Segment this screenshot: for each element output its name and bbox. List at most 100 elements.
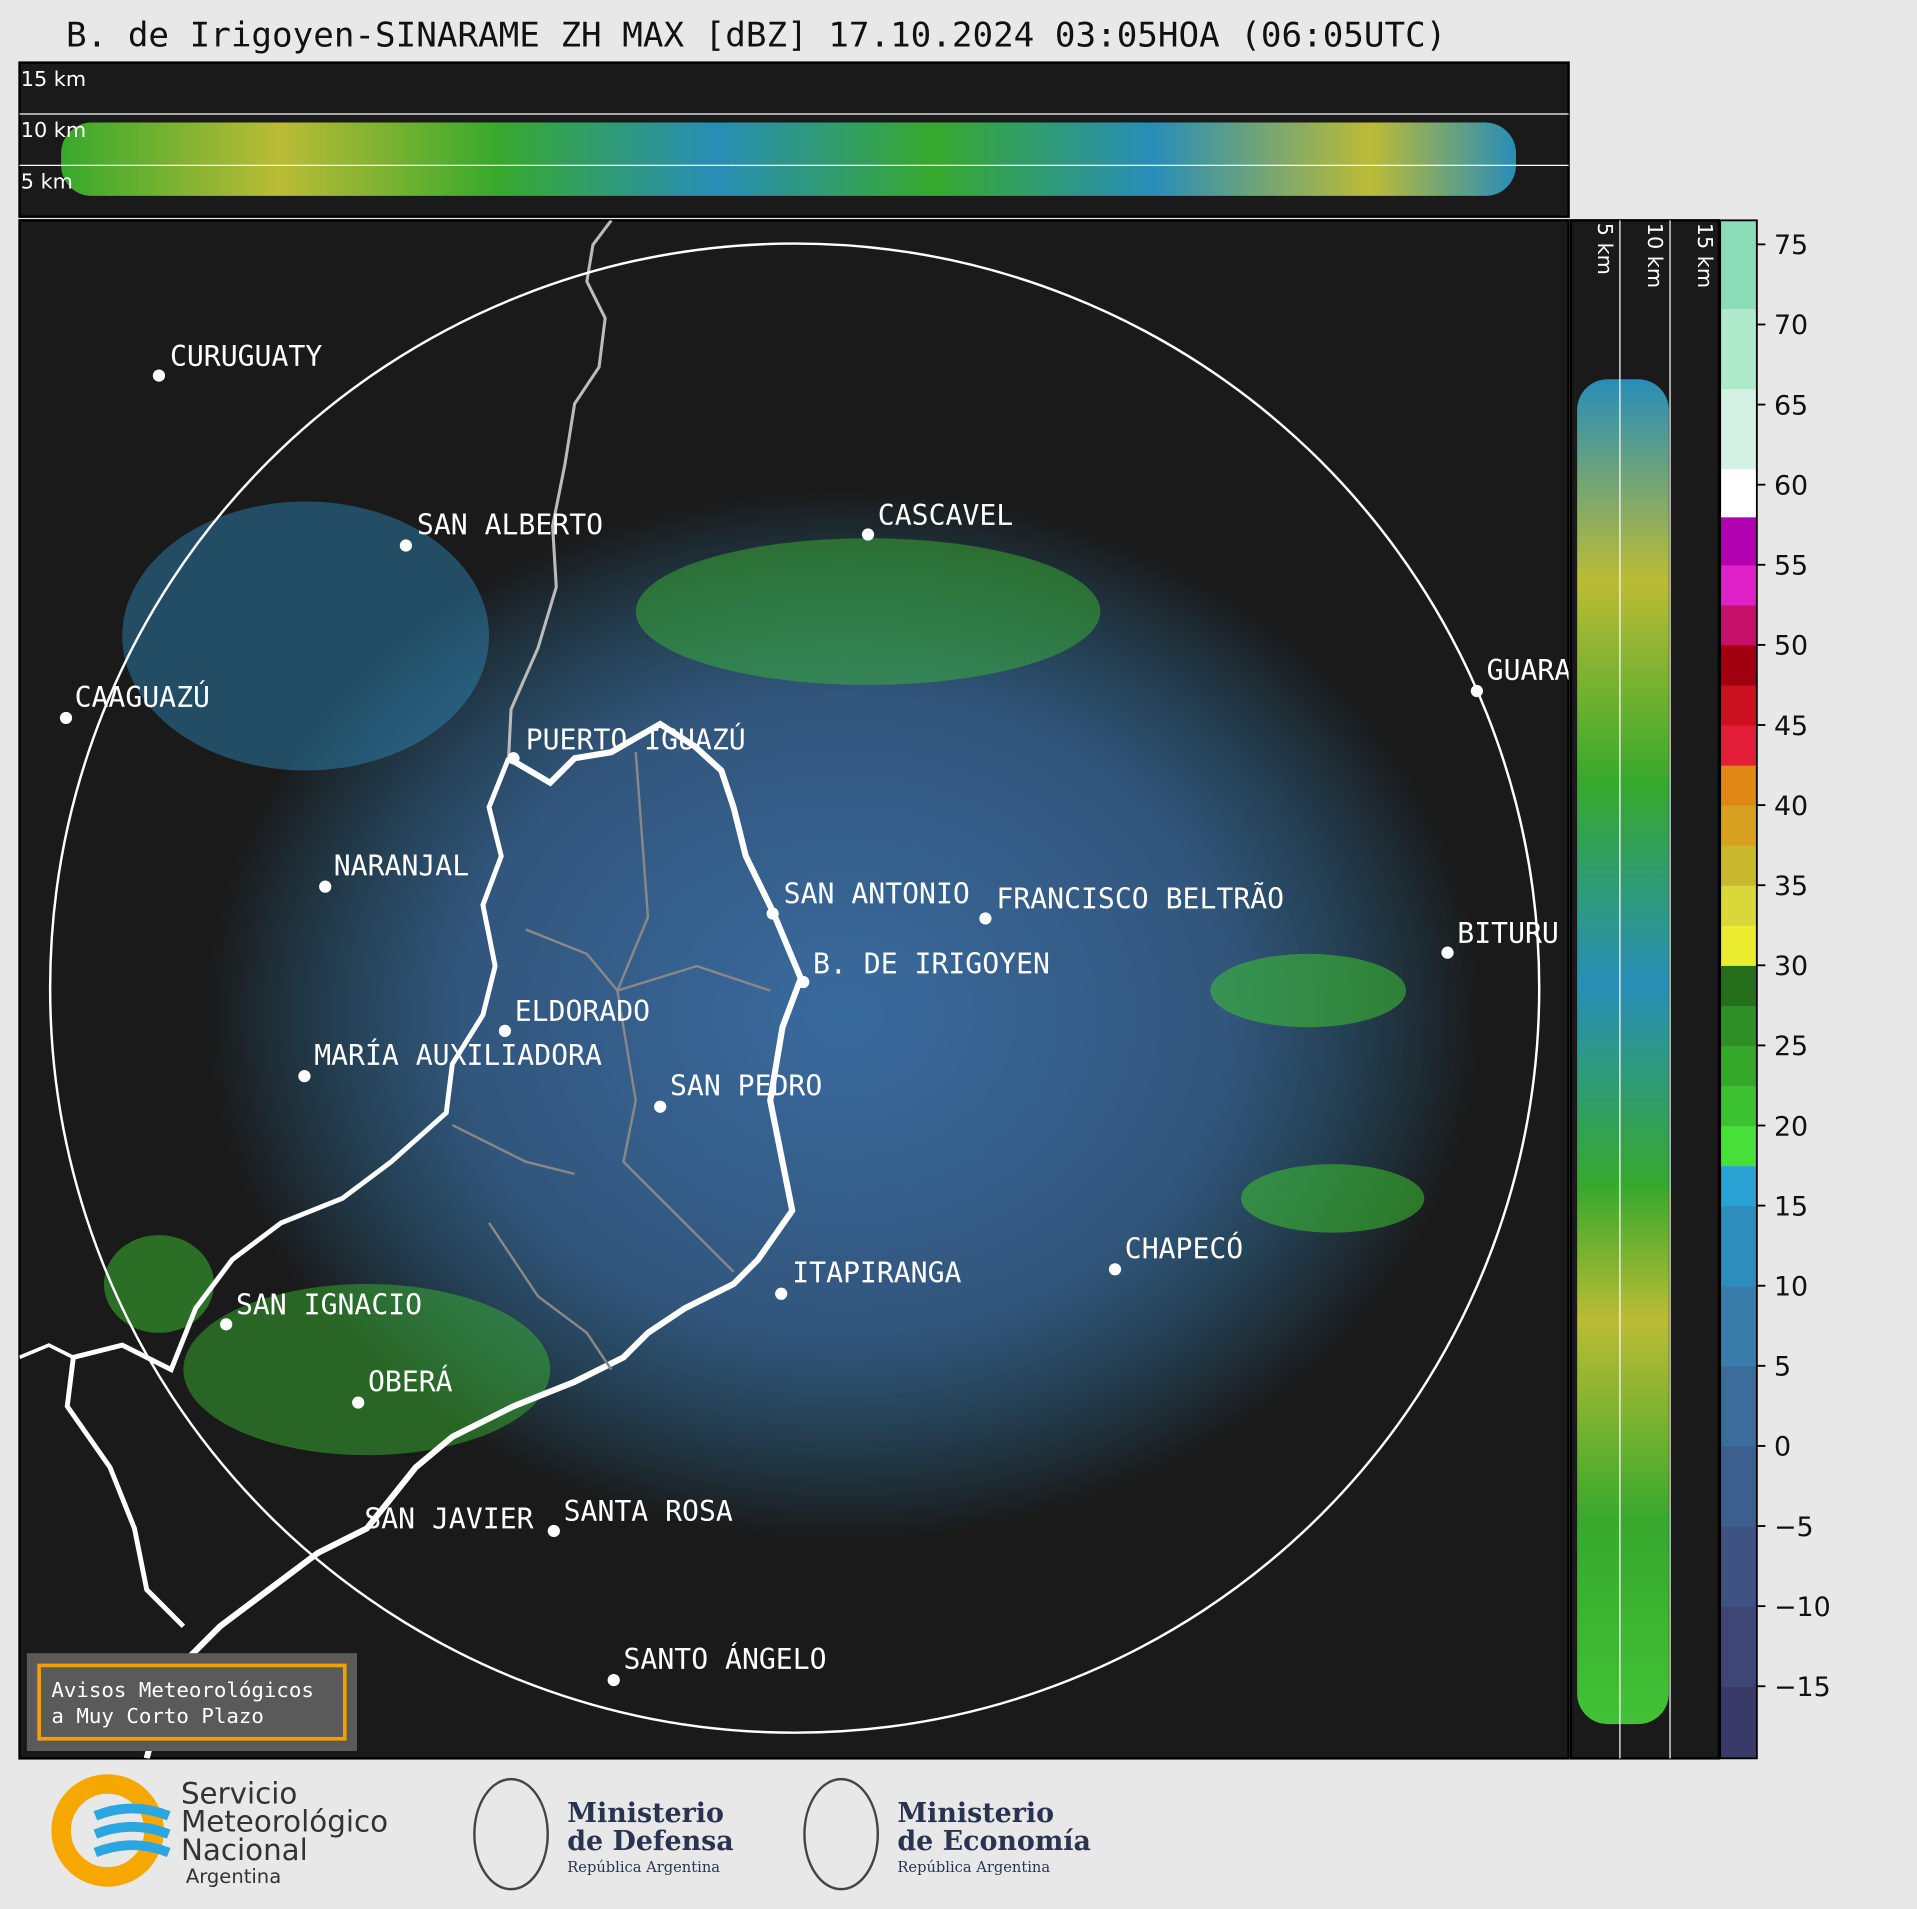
- logo-shield: [803, 1777, 880, 1891]
- title: B. de Irigoyen-SINARAME ZH MAX [dBZ] 17.…: [66, 16, 1446, 56]
- colorbar-segment: [1720, 845, 1757, 886]
- city-label: FRANCISCO BELTRÃO: [996, 883, 1284, 916]
- city-label: CURUGUATY: [170, 340, 322, 373]
- city-dot: [861, 528, 875, 541]
- colorbar-segment: [1720, 604, 1757, 646]
- logo-text: República Argentina: [567, 1859, 720, 1876]
- colorbar-tick-label: 20: [1774, 1111, 1808, 1142]
- colorbar-segment: [1720, 1005, 1757, 1047]
- echo-cell: [103, 1235, 214, 1333]
- city-label: NARANJAL: [334, 850, 469, 883]
- city-label: SANTA ROSA: [564, 1495, 733, 1528]
- height-label: 10 km: [1643, 223, 1667, 288]
- colorbar-tick-label: 40: [1774, 791, 1808, 822]
- notice-box[interactable]: [26, 1653, 357, 1752]
- colorbar-tick-label: 15: [1774, 1191, 1808, 1222]
- colorbar-segment: [1720, 925, 1757, 966]
- height-label: 5 km: [1593, 223, 1617, 275]
- city-label: GUARA: [1487, 654, 1572, 687]
- height-label: 10 km: [21, 118, 86, 142]
- city-label: OBERÁ: [368, 1365, 453, 1399]
- city-label: SAN ALBERTO: [417, 509, 603, 542]
- right-profile-echo: [1577, 379, 1669, 1725]
- colorbar-segment: [1720, 1526, 1757, 1607]
- colorbar-tick-label: −15: [1774, 1672, 1831, 1703]
- city-dot: [507, 752, 520, 765]
- echo-cell: [635, 538, 1101, 685]
- city-dot: [352, 1396, 365, 1409]
- city-label: SAN JAVIER: [364, 1502, 533, 1535]
- colorbar-tick-label: 25: [1774, 1031, 1808, 1062]
- colorbar-tick-label: 50: [1774, 631, 1808, 662]
- colorbar-segment: [1720, 564, 1757, 606]
- colorbar-segment: [1720, 805, 1757, 846]
- echo-cell: [122, 501, 490, 771]
- map-layer: CURUGUATY SAN ALBERTO CASCAVEL CAAGUAZÚ …: [19, 220, 1572, 1759]
- province-border: [64, 757, 511, 1629]
- colorbar-segment: [1720, 885, 1757, 926]
- colorbar-segment: [1720, 1606, 1757, 1687]
- city-label: CAAGUAZÚ: [75, 680, 210, 714]
- city-dot: [1108, 1263, 1122, 1276]
- colorbar-frame: [1719, 219, 1758, 1760]
- logo-text: República Argentina: [897, 1859, 1050, 1876]
- border-line: [507, 220, 613, 759]
- city-dot: [775, 1287, 788, 1300]
- colorbar-segment: [1720, 516, 1757, 566]
- river-border: [143, 720, 805, 1759]
- city-label: PUERTO IGUAZÚ: [526, 723, 746, 757]
- city-label: ITAPIRANGA: [792, 1257, 961, 1290]
- colorbar-segment: [1720, 1125, 1757, 1167]
- colorbar-segment: [1720, 1085, 1757, 1127]
- colorbar-tick-label: 35: [1774, 871, 1808, 902]
- colorbar-tick-label: −10: [1774, 1592, 1831, 1623]
- colorbar-segment: [1720, 1365, 1757, 1447]
- city-label: CHAPECÓ: [1125, 1231, 1243, 1265]
- city-label: SAN IGNACIO: [236, 1289, 422, 1322]
- notice-text: a Muy Corto Plazo: [51, 1704, 264, 1728]
- logo-economia: Ministerio de Economía República Argenti…: [803, 1777, 1091, 1891]
- city-dot: [298, 1070, 311, 1083]
- city-label: MARÍA AUXILIADORA: [314, 1038, 602, 1072]
- colorbar-tick-label: 55: [1774, 551, 1808, 582]
- logo-text: Ministerio: [567, 1798, 724, 1829]
- colorbar-tick-label: −5: [1774, 1512, 1814, 1543]
- echo-cell: [183, 1283, 551, 1456]
- colorbar-segment: [1720, 220, 1757, 310]
- logo-smn: Servicio Meteorológico Nacional Argentin…: [51, 1774, 388, 1888]
- logo-defensa: Ministerio de Defensa República Argentin…: [473, 1777, 734, 1891]
- city-dot: [797, 975, 810, 989]
- height-label: 5 km: [21, 170, 73, 194]
- city-dot: [607, 1673, 620, 1687]
- colorbar-tick-label: 60: [1774, 470, 1808, 501]
- logo-text: de Defensa: [567, 1826, 733, 1857]
- city-dot: [399, 539, 413, 552]
- city-dot: [1470, 684, 1483, 698]
- city-dot: [1441, 946, 1454, 959]
- city-label: BITURU: [1457, 917, 1559, 950]
- colorbar-segment: [1720, 1165, 1757, 1207]
- colorbar-segment: [1720, 1205, 1757, 1287]
- colorbar-tick-label: 0: [1774, 1432, 1791, 1463]
- colorbar-segment: [1720, 1285, 1757, 1367]
- city-label: SAN ANTONIO: [784, 878, 970, 911]
- colorbar-segment: [1720, 1445, 1757, 1527]
- city-dot: [319, 880, 332, 893]
- echo-cell: [1240, 1164, 1425, 1233]
- city-dot: [59, 711, 73, 725]
- colorbar-tick-label: 75: [1774, 230, 1808, 261]
- colorbar-tick-label: 70: [1774, 310, 1808, 341]
- city-dot: [547, 1524, 560, 1538]
- logo-text: Servicio: [181, 1777, 297, 1811]
- colorbar-segment: [1720, 644, 1757, 686]
- range-ring: [48, 242, 1541, 1734]
- city-dot: [498, 1024, 512, 1038]
- colorbar-segment: [1720, 1686, 1757, 1759]
- logo-text: Ministerio: [897, 1798, 1054, 1829]
- colorbar-segment: [1720, 684, 1757, 726]
- colorbar-tick-label: 5: [1774, 1352, 1791, 1383]
- colorbar-tick-label: 10: [1774, 1272, 1808, 1303]
- city-dot: [766, 907, 779, 920]
- department-border: [451, 752, 771, 1371]
